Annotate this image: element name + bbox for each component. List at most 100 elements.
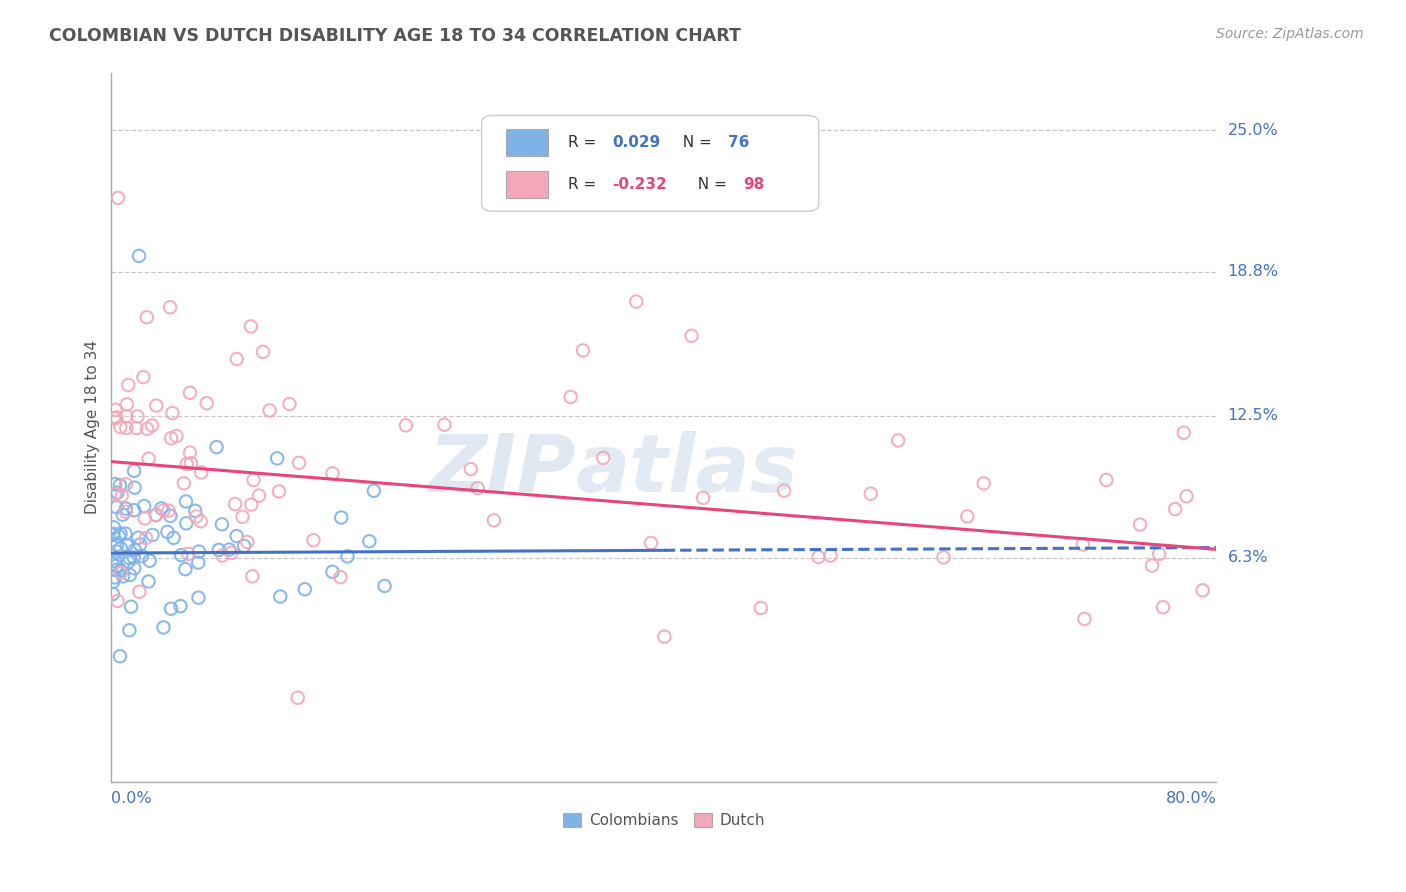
Point xyxy=(211,517,233,532)
Text: N =: N = xyxy=(689,177,733,192)
Point xyxy=(105,500,128,515)
Point xyxy=(128,249,150,263)
Point xyxy=(117,555,139,569)
Point xyxy=(101,558,124,572)
Point xyxy=(820,549,842,563)
Text: 80.0%: 80.0% xyxy=(1166,791,1216,805)
Point xyxy=(105,538,128,552)
Point xyxy=(138,574,160,589)
Point xyxy=(145,508,167,522)
Text: 18.8%: 18.8% xyxy=(1227,264,1278,279)
Point xyxy=(159,508,181,523)
Point xyxy=(287,690,309,705)
Point xyxy=(336,549,359,564)
Point xyxy=(101,526,124,541)
Point xyxy=(1152,600,1174,615)
Point xyxy=(179,445,201,459)
Point xyxy=(128,584,150,599)
Point xyxy=(1173,425,1195,440)
Text: 76: 76 xyxy=(728,135,749,150)
Point xyxy=(1175,489,1198,503)
Point xyxy=(125,421,148,435)
Point xyxy=(269,590,291,604)
Point xyxy=(115,397,138,411)
Point xyxy=(101,587,124,601)
Point xyxy=(236,535,259,549)
Point xyxy=(1164,502,1187,516)
Point xyxy=(120,599,142,614)
Point xyxy=(239,319,262,334)
Point xyxy=(162,531,184,545)
Point xyxy=(1140,558,1163,573)
Point xyxy=(104,477,127,491)
Text: 6.3%: 6.3% xyxy=(1227,550,1268,566)
FancyBboxPatch shape xyxy=(482,115,818,211)
Point xyxy=(124,543,146,558)
Point xyxy=(166,429,188,443)
Text: 98: 98 xyxy=(744,177,765,192)
Point xyxy=(395,418,418,433)
Point xyxy=(127,409,149,424)
Point xyxy=(247,489,270,503)
Point xyxy=(973,476,995,491)
Point xyxy=(190,466,212,480)
Point xyxy=(807,549,830,564)
Point xyxy=(111,489,134,503)
Text: Source: ZipAtlas.com: Source: ZipAtlas.com xyxy=(1216,27,1364,41)
Point xyxy=(105,544,128,558)
Point xyxy=(145,508,167,522)
Point xyxy=(176,457,198,471)
Point xyxy=(482,513,505,527)
Point xyxy=(640,536,662,550)
Point xyxy=(110,526,132,541)
Point xyxy=(692,491,714,505)
Point xyxy=(359,534,381,549)
Point xyxy=(560,390,582,404)
Point xyxy=(152,620,174,634)
Point xyxy=(108,649,131,664)
Point xyxy=(773,483,796,498)
Point xyxy=(654,630,676,644)
Point xyxy=(467,481,489,495)
Point xyxy=(145,399,167,413)
Point xyxy=(101,574,124,589)
Point xyxy=(117,378,139,392)
Point xyxy=(218,542,240,557)
Point xyxy=(134,511,156,525)
Point xyxy=(101,528,124,542)
Point xyxy=(1147,547,1170,561)
Point xyxy=(572,343,595,358)
Point xyxy=(321,565,343,579)
Point xyxy=(174,516,197,531)
Point xyxy=(138,451,160,466)
Point xyxy=(240,498,263,512)
Point xyxy=(118,568,141,582)
Point xyxy=(105,563,128,577)
Point xyxy=(127,531,149,545)
Point xyxy=(681,329,703,343)
Point xyxy=(221,546,243,560)
Point xyxy=(205,440,228,454)
Point xyxy=(159,300,181,314)
Point xyxy=(363,483,385,498)
Point xyxy=(135,310,157,325)
Point xyxy=(170,548,193,562)
Point xyxy=(225,529,247,543)
Point xyxy=(288,456,311,470)
Point xyxy=(626,135,648,149)
Point xyxy=(141,418,163,433)
Point xyxy=(122,561,145,575)
Text: atlas: atlas xyxy=(575,431,799,508)
Legend: Colombians, Dutch: Colombians, Dutch xyxy=(557,807,770,834)
Point xyxy=(259,403,281,417)
Point xyxy=(242,473,264,487)
Point xyxy=(160,431,183,445)
Point xyxy=(233,539,256,553)
Point xyxy=(1191,583,1213,598)
Point xyxy=(242,569,264,583)
Point xyxy=(626,294,648,309)
Point xyxy=(115,409,138,423)
Point xyxy=(433,417,456,432)
Point xyxy=(190,514,212,528)
Point xyxy=(107,191,129,205)
